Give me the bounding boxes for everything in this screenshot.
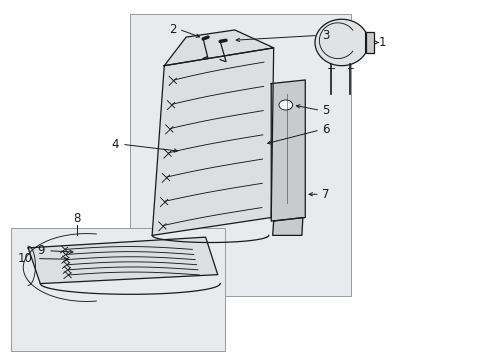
Text: 8: 8	[73, 212, 81, 225]
Polygon shape	[28, 237, 217, 284]
Text: 6: 6	[322, 123, 329, 136]
Polygon shape	[152, 48, 273, 235]
Text: 9: 9	[38, 244, 45, 257]
Text: 7: 7	[322, 188, 329, 201]
Polygon shape	[314, 19, 365, 66]
Polygon shape	[272, 217, 302, 235]
Bar	[11, 228, 224, 351]
Polygon shape	[365, 32, 373, 53]
Bar	[130, 14, 351, 296]
Circle shape	[279, 100, 292, 110]
Text: 5: 5	[322, 104, 329, 117]
Text: 4: 4	[111, 138, 119, 151]
Polygon shape	[271, 80, 305, 221]
Text: 1: 1	[377, 36, 385, 49]
Polygon shape	[164, 30, 273, 66]
Text: 2: 2	[168, 23, 176, 36]
Text: 3: 3	[322, 29, 329, 42]
Text: 10: 10	[18, 252, 33, 265]
